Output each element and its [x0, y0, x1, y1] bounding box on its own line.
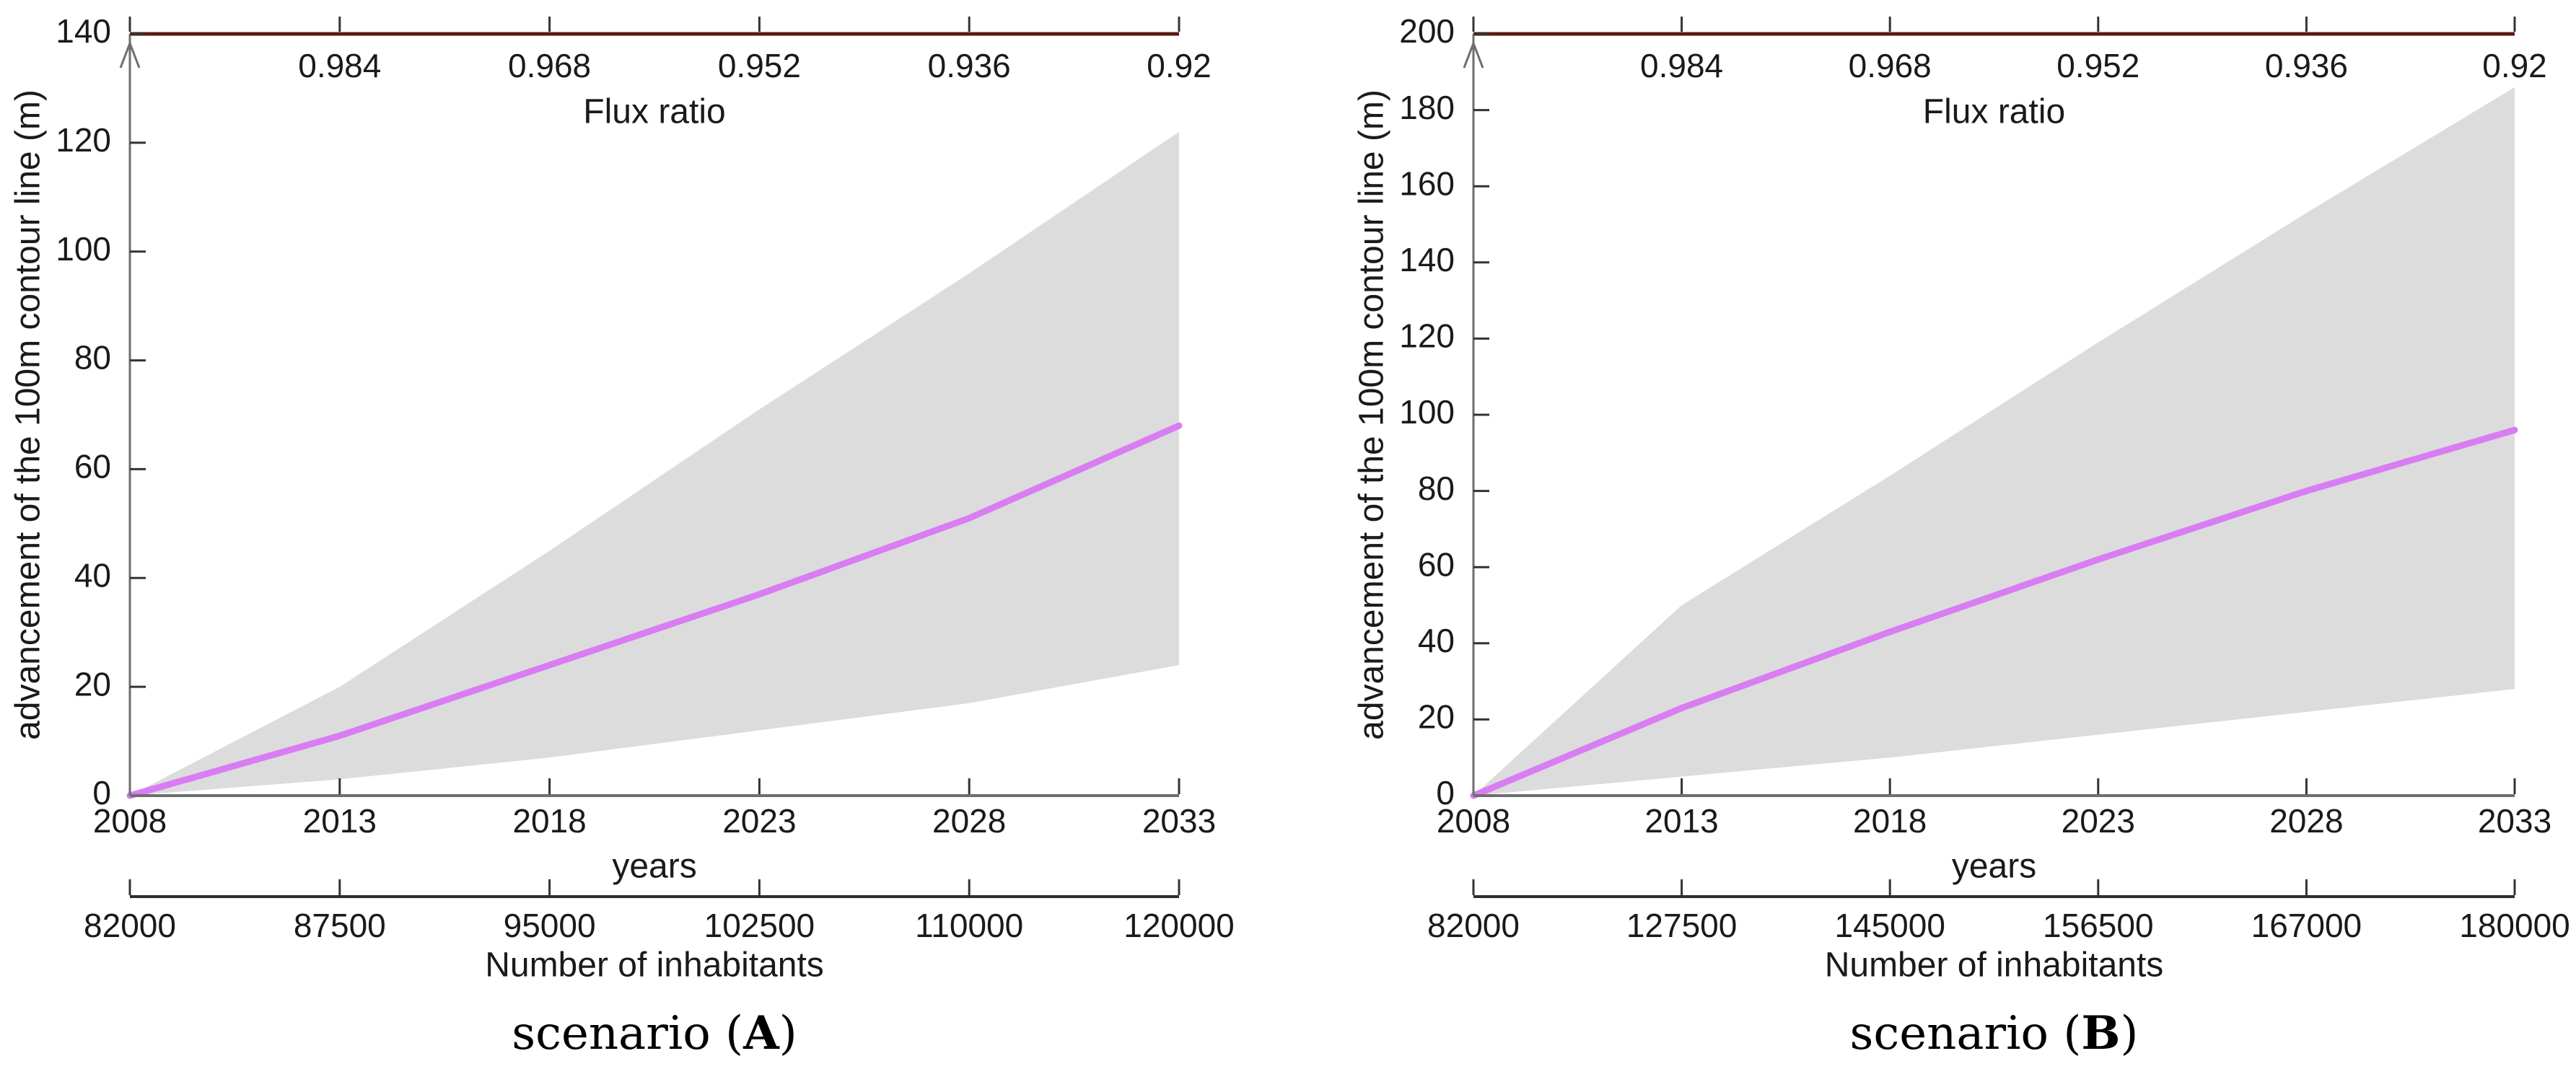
y-axis-tick-label: 60 [74, 448, 111, 485]
uncertainty-band [1473, 87, 2515, 796]
flux-ratio-tick-label: 0.92 [1147, 47, 1212, 84]
inhabitants-tick-label: 145000 [1834, 907, 1945, 944]
flux-ratio-tick-label: 0.984 [298, 47, 381, 84]
y-axis-tick-label: 60 [1418, 545, 1455, 583]
years-tick-label: 2018 [1853, 802, 1927, 840]
y-axis-tick-label: 80 [74, 339, 111, 377]
inhabitants-tick-label: 167000 [2251, 907, 2362, 944]
years-tick-label: 2013 [303, 802, 377, 840]
caption-scenario-a: scenario (A) [130, 1001, 1179, 1066]
caption-letter: A [743, 1006, 779, 1060]
y-axis-tick-label: 20 [1418, 698, 1455, 736]
years-tick-label: 2013 [1644, 802, 1718, 840]
mean-advancement-line [1470, 426, 2518, 799]
y-axis-title: advancement of the 100m contour line (m) [1353, 89, 1391, 740]
inhabitants-tick-label: 87500 [294, 907, 386, 944]
y-axis-arrow-icon [1463, 40, 1484, 69]
flux-ratio-tick-label: 0.952 [2056, 47, 2139, 84]
flux-ratio-tick-label: 0.936 [2265, 47, 2348, 84]
uncertainty-band [130, 131, 1179, 796]
y-axis-tick-label: 160 [1399, 164, 1455, 202]
mean-advancement-line [126, 422, 1183, 799]
caption-scenario-b: scenario (B) [1473, 1001, 2515, 1066]
flux-ratio-axis-title: Flux ratio [1923, 93, 2065, 131]
inhabitants-axis-title: Number of inhabitants [1825, 946, 2164, 985]
y-axis-tick-label: 140 [1399, 241, 1455, 278]
y-axis-tick-label: 100 [1399, 393, 1455, 431]
years-tick-label: 2033 [2478, 802, 2551, 840]
flux-ratio-tick-label: 0.984 [1640, 47, 1723, 84]
flux-ratio-tick-label: 0.952 [718, 47, 801, 84]
caption-text: scenario ( [1849, 1007, 2082, 1060]
y-axis-tick-label: 180 [1399, 89, 1455, 126]
flux-ratio-axis-title: Flux ratio [583, 93, 725, 131]
inhabitants-tick-label: 120000 [1123, 907, 1235, 944]
y-axis-tick-label: 0 [1436, 774, 1455, 812]
chart-scenario-b: 0.984 0.968 0.952 0.936 0.92 Flux ratio 0 20 40 6… [1353, 12, 2570, 985]
y-axis-tick-label: 80 [1418, 470, 1455, 507]
years-tick-label: 2033 [1142, 802, 1216, 840]
y-axis-tick-label: 40 [74, 556, 111, 594]
y-axis-tick-label: 0 [92, 774, 111, 812]
years-tick-label: 2028 [2269, 802, 2343, 840]
inhabitants-tick-label: 82000 [1427, 907, 1520, 944]
flux-ratio-tick-label: 0.936 [928, 47, 1011, 84]
inhabitants-axis-title: Number of inhabitants [485, 946, 824, 985]
inhabitants-tick-label: 95000 [504, 907, 596, 944]
years-tick-label: 2008 [93, 802, 167, 840]
inhabitants-tick-label: 82000 [84, 907, 176, 944]
years-axis-title: years [612, 848, 696, 886]
y-axis-tick-label: 140 [56, 12, 111, 50]
inhabitants-tick-label: 127500 [1626, 907, 1738, 944]
years-tick-label: 2028 [932, 802, 1006, 840]
inhabitants-tick-label: 156500 [2043, 907, 2154, 944]
caption-text: ) [2120, 1007, 2139, 1060]
y-axis-arrow-icon [119, 40, 141, 69]
y-axis-tick-label: 120 [1399, 317, 1455, 355]
flux-ratio-tick-label: 0.92 [2482, 47, 2547, 84]
inhabitants-tick-label: 180000 [2459, 907, 2570, 944]
years-tick-label: 2008 [1437, 802, 1510, 840]
years-tick-label: 2023 [722, 802, 796, 840]
caption-text: scenario ( [512, 1007, 744, 1060]
years-tick-label: 2018 [512, 802, 586, 840]
y-axis-tick-label: 120 [56, 121, 111, 159]
y-axis-tick-label: 40 [1418, 622, 1455, 659]
y-axis-tick-label: 100 [56, 230, 111, 268]
years-axis-title: years [1952, 848, 2036, 886]
flux-ratio-tick-label: 0.968 [1849, 47, 1932, 84]
inhabitants-tick-label: 110000 [915, 907, 1023, 944]
y-axis-tick-label: 200 [1399, 12, 1455, 50]
chart-scenario-a: 0.984 0.968 0.952 0.936 0.92 Flux ratio 0 20 40 6… [9, 12, 1235, 985]
y-axis-tick-label: 20 [74, 665, 111, 703]
caption-letter: B [2081, 1006, 2121, 1060]
y-axis-title: advancement of the 100m contour line (m) [9, 89, 48, 740]
flux-ratio-tick-label: 0.968 [508, 47, 591, 84]
caption-text: ) [779, 1007, 797, 1060]
inhabitants-tick-label: 102500 [704, 907, 815, 944]
years-tick-label: 2023 [2062, 802, 2135, 840]
